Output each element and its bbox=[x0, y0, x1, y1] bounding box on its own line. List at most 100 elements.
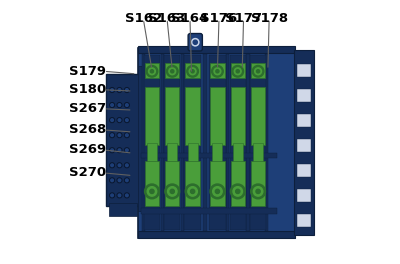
Circle shape bbox=[147, 187, 157, 196]
Text: S177: S177 bbox=[225, 12, 262, 25]
Bar bbox=[186, 63, 200, 78]
Bar bbox=[230, 55, 246, 230]
Bar bbox=[297, 89, 311, 102]
Text: S163: S163 bbox=[148, 12, 186, 25]
Bar bbox=[138, 48, 295, 238]
Circle shape bbox=[212, 65, 223, 77]
Circle shape bbox=[111, 104, 114, 106]
Circle shape bbox=[124, 148, 129, 153]
Text: S270: S270 bbox=[69, 166, 106, 180]
Bar bbox=[212, 143, 222, 164]
Text: S176: S176 bbox=[200, 12, 238, 25]
Circle shape bbox=[117, 193, 122, 198]
Circle shape bbox=[126, 119, 128, 121]
Bar bbox=[231, 161, 245, 206]
Circle shape bbox=[233, 187, 242, 196]
Circle shape bbox=[126, 104, 128, 106]
Bar bbox=[297, 114, 311, 127]
Bar bbox=[188, 143, 198, 164]
Circle shape bbox=[118, 89, 121, 91]
Circle shape bbox=[189, 68, 196, 75]
Circle shape bbox=[118, 119, 121, 121]
Bar bbox=[165, 63, 180, 78]
Circle shape bbox=[111, 134, 114, 136]
Circle shape bbox=[117, 88, 122, 92]
Circle shape bbox=[126, 194, 128, 197]
Text: S268: S268 bbox=[69, 123, 106, 136]
Bar bbox=[145, 161, 159, 206]
Circle shape bbox=[124, 163, 129, 168]
Circle shape bbox=[168, 187, 177, 196]
Circle shape bbox=[214, 68, 221, 75]
Text: S180: S180 bbox=[69, 83, 106, 96]
Circle shape bbox=[110, 193, 114, 198]
Circle shape bbox=[150, 189, 154, 194]
Circle shape bbox=[166, 65, 178, 77]
Circle shape bbox=[191, 70, 194, 73]
Circle shape bbox=[124, 193, 129, 198]
Bar bbox=[186, 87, 200, 145]
Circle shape bbox=[148, 68, 155, 75]
Text: S164: S164 bbox=[171, 12, 208, 25]
Circle shape bbox=[188, 187, 197, 196]
Bar bbox=[297, 139, 311, 152]
Text: S267: S267 bbox=[69, 102, 106, 115]
Text: S179: S179 bbox=[69, 65, 106, 78]
Bar bbox=[160, 54, 164, 231]
Bar bbox=[226, 54, 229, 231]
Bar bbox=[297, 164, 311, 177]
Circle shape bbox=[124, 88, 129, 92]
Circle shape bbox=[193, 40, 197, 44]
Text: S162: S162 bbox=[125, 12, 162, 25]
Bar bbox=[184, 55, 201, 230]
Circle shape bbox=[118, 149, 121, 152]
Circle shape bbox=[213, 187, 222, 196]
Bar bbox=[147, 143, 157, 164]
Bar bbox=[251, 63, 265, 78]
Bar bbox=[181, 54, 184, 231]
Bar bbox=[251, 87, 265, 145]
Circle shape bbox=[185, 184, 200, 199]
Bar bbox=[204, 54, 207, 231]
Circle shape bbox=[110, 118, 114, 122]
Circle shape bbox=[118, 134, 121, 136]
Circle shape bbox=[126, 134, 128, 136]
Circle shape bbox=[111, 119, 114, 121]
Circle shape bbox=[169, 68, 176, 75]
Text: S178: S178 bbox=[251, 12, 288, 25]
Circle shape bbox=[118, 104, 121, 106]
Circle shape bbox=[146, 65, 158, 77]
Circle shape bbox=[255, 68, 262, 75]
Bar bbox=[165, 87, 180, 145]
Bar bbox=[145, 63, 159, 78]
Circle shape bbox=[232, 65, 244, 77]
Bar bbox=[231, 63, 245, 78]
Bar bbox=[209, 55, 226, 230]
FancyBboxPatch shape bbox=[188, 34, 202, 51]
Bar bbox=[251, 161, 265, 206]
Circle shape bbox=[117, 148, 122, 153]
Bar bbox=[297, 64, 311, 77]
Bar bbox=[297, 214, 311, 227]
Bar bbox=[144, 55, 160, 230]
Circle shape bbox=[110, 163, 114, 168]
Circle shape bbox=[210, 184, 225, 199]
Circle shape bbox=[126, 179, 128, 182]
Bar bbox=[141, 153, 276, 158]
Circle shape bbox=[187, 65, 198, 77]
Circle shape bbox=[144, 184, 159, 199]
Circle shape bbox=[230, 184, 245, 199]
Circle shape bbox=[117, 118, 122, 122]
Circle shape bbox=[165, 184, 180, 199]
Bar bbox=[231, 87, 245, 145]
Circle shape bbox=[256, 70, 260, 73]
Circle shape bbox=[126, 164, 128, 167]
Circle shape bbox=[252, 65, 264, 77]
Circle shape bbox=[215, 189, 220, 194]
Bar bbox=[250, 55, 266, 230]
Circle shape bbox=[117, 133, 122, 138]
Circle shape bbox=[192, 39, 199, 46]
Bar bbox=[246, 54, 250, 231]
Circle shape bbox=[236, 70, 239, 73]
Circle shape bbox=[124, 118, 129, 122]
